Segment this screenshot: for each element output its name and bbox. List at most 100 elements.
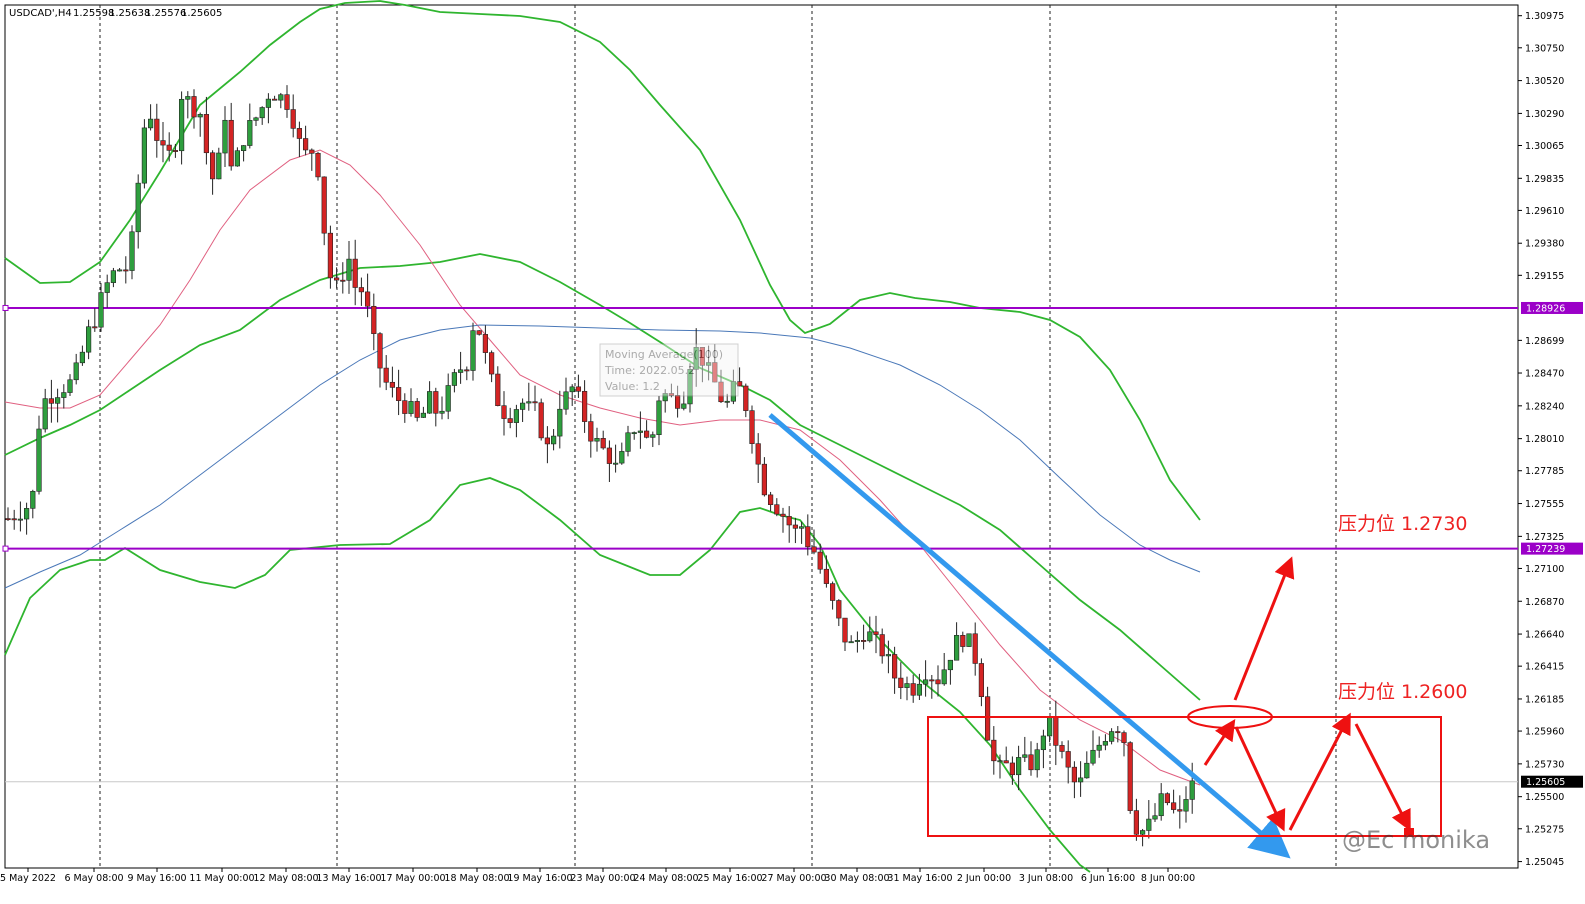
- candle-body: [947, 659, 953, 671]
- time-label-3: 11 May 00:00: [189, 873, 254, 884]
- candle: [259, 106, 265, 125]
- candle-body: [1096, 744, 1102, 751]
- candle: [854, 631, 860, 653]
- candle-body: [730, 381, 736, 402]
- candle: [891, 646, 898, 694]
- candle-body: [501, 405, 507, 419]
- candle: [681, 391, 687, 411]
- candle: [1109, 728, 1115, 745]
- candle-body: [1164, 793, 1170, 804]
- candle: [966, 633, 972, 648]
- candle-body: [284, 94, 290, 110]
- candle-body: [1028, 754, 1034, 771]
- candle-body: [420, 412, 427, 418]
- candle-body: [17, 518, 24, 521]
- candle: [210, 150, 216, 195]
- candle: [271, 95, 278, 101]
- time-label-1: 6 May 08:00: [64, 873, 123, 884]
- candle-body: [495, 373, 501, 406]
- bollinger-bands: [4, 0, 1201, 873]
- target-marker: [1404, 828, 1414, 836]
- candle: [1183, 786, 1189, 823]
- candle: [321, 176, 327, 246]
- candle: [662, 389, 668, 413]
- horizontal-levels[interactable]: 1.28926 1.27239 1.25605: [2, 301, 1583, 788]
- candle: [389, 366, 396, 398]
- candle-body: [54, 397, 61, 404]
- candle-body: [395, 387, 402, 401]
- candle-body: [743, 385, 749, 411]
- candle-body: [1146, 818, 1152, 831]
- candle-body: [185, 96, 191, 100]
- candle: [1102, 734, 1108, 751]
- drawing-objects[interactable]: [768, 413, 1442, 859]
- candle: [960, 631, 966, 653]
- candle: [743, 383, 749, 418]
- candle: [581, 380, 588, 433]
- candle: [1189, 762, 1195, 814]
- candle: [92, 308, 98, 332]
- candle: [898, 662, 904, 700]
- candle-body: [910, 683, 916, 696]
- arrow-up-to-range-top: [1203, 718, 1236, 766]
- candle-body: [148, 118, 154, 129]
- bollinger-middle: [4, 253, 1201, 701]
- candle: [451, 368, 458, 393]
- candle-body: [941, 669, 947, 685]
- candle-body: [674, 395, 681, 409]
- candle-body: [426, 391, 433, 414]
- candle: [1090, 730, 1096, 766]
- candle: [978, 658, 984, 707]
- candle-body: [104, 282, 110, 293]
- candle: [309, 148, 315, 171]
- chart-header-close: 1.25605: [181, 8, 222, 19]
- candle-body: [216, 152, 222, 180]
- price-tick-label: 1.30975: [1525, 11, 1564, 22]
- tooltip-line2: Time: 2022.05.2: [604, 364, 695, 377]
- candle: [656, 396, 662, 446]
- candle: [774, 498, 780, 517]
- candle: [439, 396, 445, 420]
- candle-body: [1177, 809, 1183, 812]
- candle: [823, 555, 829, 588]
- price-axis: 1.30975 1.30750 1.30520 1.30290 1.30065 1.298…: [1518, 11, 1564, 868]
- candle: [234, 147, 241, 167]
- candle-body: [507, 418, 513, 423]
- candle-body: [48, 398, 54, 404]
- candle: [42, 388, 48, 433]
- candle: [228, 102, 234, 171]
- price-tick-label: 1.29380: [1525, 239, 1564, 250]
- candle-body: [854, 640, 860, 642]
- time-label-6: 17 May 00:00: [380, 873, 445, 884]
- candle-body: [575, 386, 581, 392]
- level-handle-1: [2, 545, 9, 552]
- candle: [1115, 726, 1121, 743]
- candle: [625, 425, 631, 457]
- candle-body: [1152, 815, 1158, 820]
- candle-body: [129, 231, 135, 271]
- candle: [408, 388, 414, 417]
- candle-body: [86, 326, 92, 353]
- watermark: @Ec monika: [1342, 826, 1490, 854]
- candle: [222, 106, 228, 167]
- candle-body: [805, 526, 811, 548]
- candle-body: [67, 379, 73, 393]
- candle-body: [241, 145, 247, 151]
- watermark-text: @Ec monika: [1342, 826, 1490, 854]
- candle: [606, 440, 612, 482]
- candle: [488, 350, 495, 383]
- candle-body: [1040, 735, 1046, 751]
- current-price-box: [1521, 775, 1583, 788]
- candle: [612, 444, 619, 473]
- candle-body: [619, 451, 625, 464]
- candle-body: [439, 410, 445, 414]
- candle-body: [402, 400, 408, 414]
- candle: [476, 330, 482, 336]
- candle-body: [253, 117, 259, 121]
- time-label-8: 19 May 16:00: [507, 873, 572, 884]
- time-label-18: 8 Jun 00:00: [1141, 873, 1195, 884]
- candle-body: [110, 270, 116, 283]
- candle: [519, 398, 526, 423]
